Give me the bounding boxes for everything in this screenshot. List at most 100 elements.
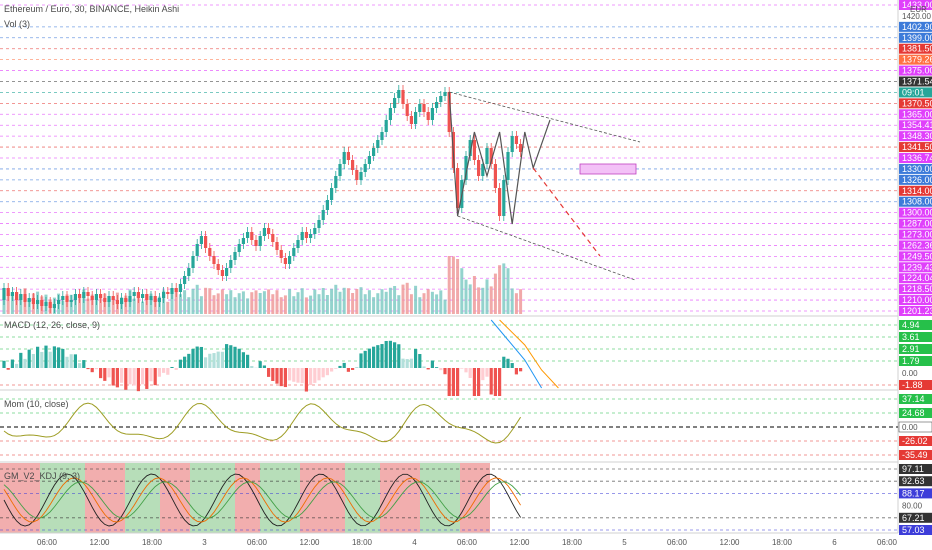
macd-bar <box>19 352 23 368</box>
mom-level-label: 37.14 <box>902 394 925 404</box>
time-tick: 06:00 <box>877 538 898 547</box>
chart-title: Ethereum / Euro, 30, BINANCE, Heikin Ash… <box>4 4 179 14</box>
macd-bar <box>208 353 212 368</box>
macd-bar <box>296 368 300 383</box>
macd-bar <box>187 353 191 368</box>
candle-body <box>342 152 346 164</box>
candle-body <box>10 292 14 296</box>
volume-bar <box>464 279 468 314</box>
time-tick: 12:00 <box>299 538 320 547</box>
price-level-label: 1239.43 <box>902 262 932 272</box>
candle-body <box>288 256 292 264</box>
macd-bar <box>27 349 31 368</box>
volume-bar <box>86 298 90 314</box>
kdj-level-label: 97.11 <box>902 464 924 474</box>
price-level-badge <box>899 131 932 142</box>
candle-body <box>31 298 35 304</box>
time-tick: 06:00 <box>37 538 58 547</box>
volume-bar <box>296 292 300 314</box>
volume-bar <box>426 289 430 314</box>
candle-body <box>519 144 523 152</box>
volume-bar <box>447 256 451 314</box>
mom-level-badge <box>899 450 932 460</box>
price-level-badge <box>899 21 932 32</box>
volume-bar <box>330 288 334 314</box>
candle-body <box>456 168 460 208</box>
mom-zero-badge <box>898 421 932 433</box>
macd-bar <box>393 342 397 368</box>
candle-body <box>162 292 166 298</box>
volume-bar <box>174 291 178 314</box>
candle-body <box>153 296 157 302</box>
candle-body <box>111 296 115 300</box>
candle-body <box>485 148 489 164</box>
macd-bar <box>157 368 161 377</box>
volume-bar <box>405 282 409 314</box>
price-level-label: 1330.00 <box>902 164 932 174</box>
macd-bar <box>430 360 434 368</box>
macd-bar <box>241 352 245 368</box>
candle-body <box>384 120 388 132</box>
volume-bar <box>422 293 426 314</box>
time-tick: 12:00 <box>89 538 110 547</box>
macd-level-label: -1.88 <box>902 380 923 390</box>
candle-body <box>317 220 321 228</box>
candle-body <box>48 302 52 308</box>
kdj-j-line <box>3 481 521 519</box>
candle-body <box>90 296 94 300</box>
macd-bar <box>351 368 355 370</box>
candle-body <box>464 156 468 180</box>
macd-bar <box>174 368 178 370</box>
macd-bar <box>380 344 384 368</box>
drawings <box>448 91 641 281</box>
volume-bar <box>384 291 388 314</box>
volume-bar <box>225 294 229 314</box>
macd-bar <box>426 368 430 370</box>
volume-indicator-title: Vol (3) <box>4 19 30 29</box>
price-level-badge <box>899 295 932 306</box>
price-level-badge <box>899 153 932 163</box>
time-tick: 6 <box>832 538 837 547</box>
candle-body <box>174 288 178 292</box>
volume-bar <box>430 291 434 314</box>
macd-bar <box>489 368 493 395</box>
macd-bar <box>372 346 376 368</box>
kdj-axis-tick: 80.00 <box>902 502 923 511</box>
price-level-badge <box>899 284 932 295</box>
macd-bar <box>237 348 241 368</box>
candle-body <box>128 296 132 302</box>
volume-bar <box>363 294 367 314</box>
volume-bar <box>351 293 355 314</box>
kdj-band <box>380 463 420 533</box>
macd-level-label: 3.61 <box>902 332 920 342</box>
candle-body <box>304 232 308 238</box>
volume-bar <box>397 295 401 314</box>
volume-bar <box>99 297 103 314</box>
projection-down <box>532 167 601 257</box>
volume-bar <box>111 296 115 314</box>
macd-bar <box>451 368 455 396</box>
candle-body <box>405 104 409 116</box>
momentum-title: Mom (10, close) <box>4 399 69 409</box>
candle-body <box>498 188 502 216</box>
macd-bar <box>435 367 439 368</box>
time-tick: 3 <box>202 538 207 547</box>
macd-level-badge <box>899 380 932 390</box>
volume-bar <box>170 293 174 314</box>
macd-bar <box>443 368 447 375</box>
macd-bar <box>376 345 380 368</box>
candle-body <box>246 232 250 238</box>
candle-body <box>124 298 128 302</box>
macd-bar <box>44 345 48 368</box>
macd-bar <box>23 358 27 368</box>
price-level-badge <box>899 98 932 109</box>
volume-bar <box>15 296 19 314</box>
candle-body <box>275 242 279 250</box>
candle-body <box>271 234 275 242</box>
volume-bar <box>166 301 170 314</box>
price-level-label: 1308.00 <box>902 197 932 207</box>
macd-bar <box>309 368 313 386</box>
price-level-label: 1379.26 <box>902 55 932 65</box>
volume-bar <box>262 291 266 314</box>
kdj-level-label: 57.03 <box>902 525 925 535</box>
